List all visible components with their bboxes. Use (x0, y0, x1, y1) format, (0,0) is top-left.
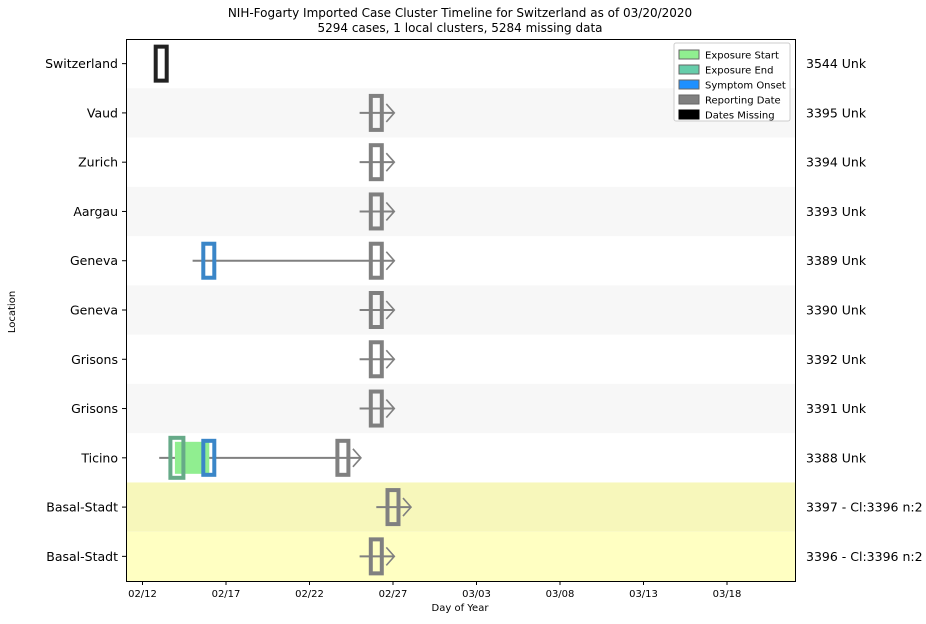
case-label: 3393 Unk (806, 204, 867, 219)
reporting-date-marker (335, 438, 351, 477)
legend-swatch (678, 64, 700, 75)
case-label: 3390 Unk (806, 303, 867, 318)
x-tick-label: 03/03 (462, 589, 491, 600)
timeline-arrow (352, 448, 362, 468)
location-label: Ticino (80, 450, 118, 465)
case-label: 3396 - Cl:3396 n:2 (806, 549, 923, 564)
row-band (126, 186, 795, 237)
timeline-arrow (385, 546, 396, 566)
x-axis-label: Day of Year (432, 603, 490, 614)
location-label: Grisons (71, 352, 118, 367)
case-label: 3391 Unk (806, 401, 867, 416)
legend-swatch (678, 79, 700, 90)
location-label: Basal-Stadt (46, 549, 118, 564)
location-label: Vaud (87, 105, 118, 120)
x-tick-label: 03/13 (629, 589, 658, 600)
timeline-arrow (402, 497, 413, 517)
chart-title: NIH-Fogarty Imported Case Cluster Timeli… (228, 6, 692, 20)
timeline-arrow (385, 399, 396, 419)
location-label: Zurich (78, 155, 118, 170)
x-tick-label: 02/22 (295, 589, 324, 600)
row-band (126, 383, 795, 434)
case-label: 3397 - Cl:3396 n:2 (806, 500, 923, 515)
case-label: 3394 Unk (806, 155, 867, 170)
legend-swatch (678, 49, 700, 60)
timeline-marks (153, 44, 413, 576)
x-tick-label: 02/12 (128, 589, 157, 600)
x-tick-label: 02/17 (212, 589, 241, 600)
legend: Exposure Start Exposure End Symptom Onset R… (673, 42, 791, 122)
timeline-arrow (385, 103, 396, 123)
row-band (126, 531, 795, 581)
reporting-date-marker (368, 143, 384, 182)
symptom-onset-marker (201, 438, 217, 477)
location-label: Geneva (70, 253, 118, 268)
location-labels: Switzerland Vaud Zurich Aargau Geneva Geneva G… (45, 56, 126, 564)
exposure-end-marker (168, 435, 186, 480)
y-axis-label: Location (7, 291, 18, 333)
dates-missing-marker (153, 44, 169, 83)
reporting-date-marker (368, 537, 384, 576)
timeline-arrow (385, 251, 396, 271)
case-label: 3544 Unk (806, 56, 867, 71)
row-bands (126, 88, 795, 581)
chart-subtitle: 5294 cases, 1 local clusters, 5284 missi… (317, 21, 602, 35)
location-label: Geneva (70, 303, 118, 318)
location-label: Grisons (71, 401, 118, 416)
legend-box (673, 42, 791, 122)
timeline-arrow (385, 349, 396, 369)
location-label: Aargau (73, 204, 118, 219)
row-band (126, 482, 795, 532)
legend-label: Symptom Onset (705, 81, 786, 92)
legend-swatch (678, 109, 700, 120)
timeline-arrow (385, 152, 396, 172)
legend-label: Dates Missing (705, 111, 775, 122)
reporting-date-marker (368, 291, 384, 329)
case-label: 3389 Unk (806, 253, 867, 268)
reporting-date-marker (368, 241, 384, 280)
plot-frame (126, 39, 796, 582)
legend-label: Exposure End (705, 66, 773, 77)
location-label: Basal-Stadt (46, 500, 118, 515)
legend-swatch (678, 94, 700, 105)
x-tick-label: 03/18 (713, 589, 742, 600)
legend-label: Exposure Start (705, 51, 779, 62)
case-label: 3388 Unk (806, 450, 867, 465)
symptom-onset-marker (201, 241, 217, 280)
case-label: 3392 Unk (806, 352, 867, 367)
x-tick-label: 02/27 (379, 589, 408, 600)
timeline-arrow (385, 300, 396, 320)
location-label: Switzerland (45, 56, 118, 71)
reporting-date-marker (368, 192, 384, 231)
reporting-date-marker (368, 93, 384, 132)
reporting-date-marker (368, 389, 384, 428)
x-tick-label: 03/08 (546, 589, 575, 600)
row-band (126, 285, 795, 335)
timeline-arrow (385, 201, 396, 221)
reporting-date-marker (368, 340, 384, 379)
case-label: 3395 Unk (806, 105, 867, 120)
x-ticks: 02/12 02/17 02/22 02/27 03/03 03/08 03/13 03/18 (128, 581, 741, 600)
reporting-date-marker (385, 488, 401, 527)
case-labels: 3544 Unk 3395 Unk 3394 Unk 3393 Unk 3389 Unk… (806, 56, 923, 564)
legend-label: Reporting Date (705, 96, 781, 107)
